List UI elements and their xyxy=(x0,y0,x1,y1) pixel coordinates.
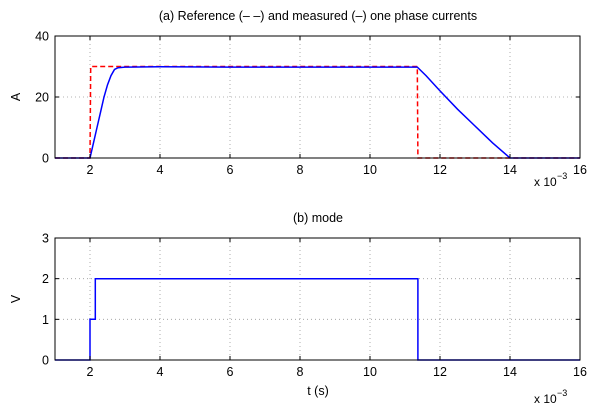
plot-area xyxy=(55,238,580,360)
x-tick-label: 16 xyxy=(573,163,587,177)
y-tick-label: 2 xyxy=(42,272,49,286)
x-tick-label: 10 xyxy=(363,163,377,177)
x-multiplier-exponent: −3 xyxy=(557,388,567,398)
x-tick-label: 10 xyxy=(363,365,377,379)
grid-lines xyxy=(55,36,580,158)
series-group xyxy=(55,277,580,361)
x-tick-label: 4 xyxy=(157,365,164,379)
x-tick-label: 14 xyxy=(503,365,517,379)
x-tick-label: 12 xyxy=(433,365,447,379)
x-tick-label: 6 xyxy=(227,365,234,379)
y-tick-label: 40 xyxy=(35,30,49,44)
x-tick-label: 6 xyxy=(227,163,234,177)
x-tick-label: 4 xyxy=(157,163,164,177)
y-tick-label: 20 xyxy=(35,91,49,105)
plot-area xyxy=(55,36,580,158)
y-axis-label: A xyxy=(9,92,23,101)
y-tick-label: 0 xyxy=(42,152,49,166)
y-tick-label: 0 xyxy=(42,354,49,368)
chart-title: (b) mode xyxy=(293,211,343,225)
chart-title: (a) Reference (– –) and measured (–) one… xyxy=(159,9,477,23)
x-axis-label: t (s) xyxy=(307,384,329,398)
y-axis-label: V xyxy=(9,294,23,303)
x-tick-label: 16 xyxy=(573,365,587,379)
x-tick-label: 2 xyxy=(87,365,94,379)
x-tick-label: 12 xyxy=(433,163,447,177)
axis-ticks: 2 4 6 8 10 12 14 16 0 20 40 xyxy=(35,30,587,178)
x-tick-label: 8 xyxy=(297,163,304,177)
chart-phase-currents: (a) Reference (– –) and measured (–) one… xyxy=(9,9,587,189)
y-tick-label: 1 xyxy=(42,313,49,327)
grid-lines xyxy=(55,238,580,360)
measured-line xyxy=(55,277,580,361)
x-tick-label: 8 xyxy=(297,365,304,379)
x-multiplier-exponent: −3 xyxy=(557,171,567,181)
x-multiplier-base: x 10 xyxy=(534,175,557,189)
x-tick-label: 14 xyxy=(503,163,517,177)
plot-frame xyxy=(54,237,581,361)
x-multiplier: x 10 −3 xyxy=(534,388,567,406)
x-multiplier: x 10 −3 xyxy=(534,171,567,189)
measured-line xyxy=(55,66,580,159)
x-tick-label: 2 xyxy=(87,163,94,177)
y-tick-label: 3 xyxy=(42,232,49,246)
x-multiplier-base: x 10 xyxy=(534,392,557,406)
